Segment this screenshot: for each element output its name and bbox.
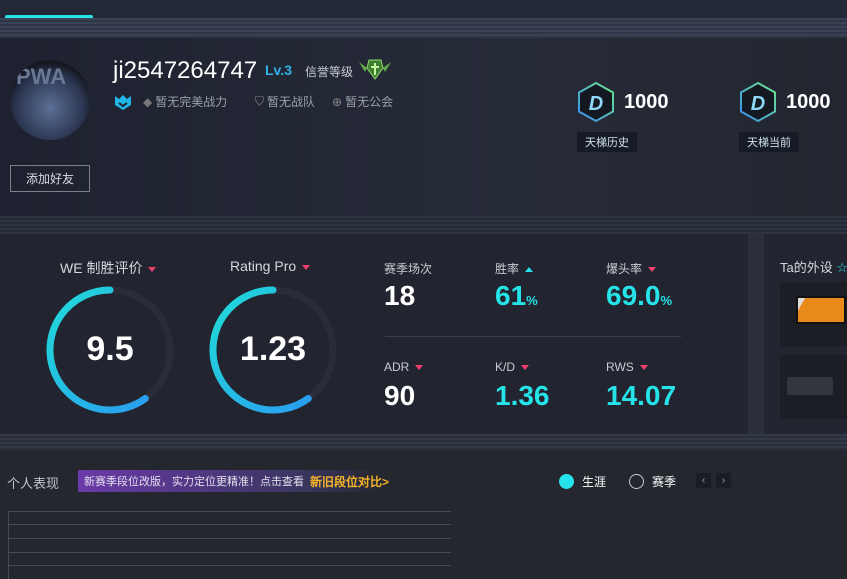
- guild-info[interactable]: ⊕ 暂无公会: [332, 93, 393, 110]
- trend-up-icon: [525, 267, 534, 273]
- rank-compare-link[interactable]: 新旧段位对比>: [310, 474, 390, 489]
- we-rating-gauge: [46, 286, 174, 414]
- radio-career[interactable]: 生涯: [559, 473, 606, 490]
- team-banner-icon: ⛉: [255, 94, 265, 108]
- stat-label[interactable]: ADR: [384, 360, 424, 374]
- rating-pro-gauge-arc: [209, 286, 312, 414]
- trend-down-icon: [521, 365, 530, 371]
- banner-text: 新赛季段位改版，实力定位更精准！点击查看: [84, 476, 304, 488]
- rating-pro-gauge: [209, 286, 337, 414]
- active-tab-indicator[interactable]: [5, 15, 93, 18]
- stat-label[interactable]: RWS: [606, 360, 648, 374]
- divider: [0, 434, 847, 450]
- verified-icon: [113, 93, 133, 111]
- gridline: [8, 538, 451, 539]
- keyboard-device[interactable]: [780, 355, 847, 419]
- gridline: [8, 524, 451, 525]
- stat-label[interactable]: K/D: [495, 360, 530, 374]
- stat-value: 14.07: [606, 380, 677, 411]
- stat-value: 69.0%: [606, 280, 673, 311]
- add-friend-button[interactable]: 添加好友: [10, 165, 90, 192]
- trend-down-icon: [648, 267, 657, 273]
- trend-down-icon: [415, 365, 424, 371]
- we-rating-label[interactable]: WE 制胜评价: [60, 258, 157, 278]
- avatar[interactable]: PWA: [10, 60, 90, 140]
- rating-pro-label[interactable]: Rating Pro: [230, 258, 311, 274]
- diamond-icon: ◆: [143, 94, 153, 109]
- radio-season[interactable]: 赛季: [629, 473, 676, 490]
- svg-text:D: D: [589, 93, 603, 115]
- level-badge: Lv.3: [265, 62, 292, 78]
- monitor-image: [796, 296, 846, 324]
- username: ji2547264747: [113, 57, 258, 84]
- sort-down-icon: [148, 266, 157, 272]
- power-info[interactable]: ◆ 暂无完美战力: [143, 93, 227, 110]
- guild-text: 暂无公会: [345, 95, 394, 109]
- rank-change-banner[interactable]: 新赛季段位改版，实力定位更精准！点击查看 新旧段位对比>: [78, 470, 389, 492]
- ladder-current: D 1000: [736, 80, 831, 124]
- avatar-text: PWA: [16, 64, 67, 89]
- next-button[interactable]: ›: [716, 473, 731, 488]
- performance-title: 个人表现: [7, 476, 60, 491]
- we-rating-gauge-arc: [46, 286, 149, 414]
- ladder-current-label: 天梯当前: [739, 132, 799, 152]
- gridline: [8, 552, 451, 553]
- ladder-current-value: 1000: [786, 90, 831, 113]
- ladder-history: D 1000: [574, 80, 669, 124]
- ladder-rank-d-icon: D: [578, 81, 614, 123]
- performance-chart: [8, 511, 452, 579]
- divider: [0, 18, 847, 38]
- prev-button[interactable]: ‹: [696, 473, 711, 488]
- rating-pro-value: 1.23: [239, 330, 307, 368]
- stat-value: 90: [384, 380, 416, 411]
- reputation-shield-icon[interactable]: [357, 56, 393, 82]
- divider: [748, 234, 764, 434]
- svg-text:D: D: [751, 93, 765, 115]
- gridline: [8, 511, 451, 512]
- profile-header: [0, 38, 847, 216]
- stats-panel: [0, 234, 748, 434]
- stat-value: 1.36: [495, 380, 550, 411]
- radio-checked-icon: [559, 474, 574, 489]
- we-rating-value: 9.5: [86, 330, 134, 368]
- divider: [0, 216, 847, 234]
- team-text: 暂无战队: [267, 95, 316, 109]
- ladder-history-label: 天梯历史: [577, 132, 637, 152]
- guild-icon: ⊕: [332, 94, 343, 109]
- radio-unchecked-icon: [629, 474, 644, 489]
- keyboard-image: [787, 377, 833, 395]
- monitor-device[interactable]: [780, 282, 847, 346]
- stat-label[interactable]: 胜率: [495, 260, 534, 277]
- stat-label[interactable]: 爆头率: [606, 260, 657, 277]
- power-text: 暂无完美战力: [155, 95, 228, 109]
- reputation-label: 信誉等级: [305, 65, 354, 79]
- sort-down-icon: [302, 264, 311, 270]
- divider: [385, 336, 681, 337]
- gridline: [8, 565, 451, 566]
- ladder-history-value: 1000: [624, 90, 669, 113]
- top-tab-bar: [0, 0, 847, 18]
- stat-value: 61%: [495, 280, 538, 311]
- trend-down-icon: [639, 365, 648, 371]
- stat-label[interactable]: 赛季场次: [384, 262, 433, 276]
- devices-title: Ta的外设 ☆: [780, 260, 847, 275]
- stat-value: 18: [384, 280, 416, 311]
- ladder-rank-d-icon: D: [740, 81, 776, 123]
- team-info[interactable]: ⛉ 暂无战队: [255, 93, 315, 110]
